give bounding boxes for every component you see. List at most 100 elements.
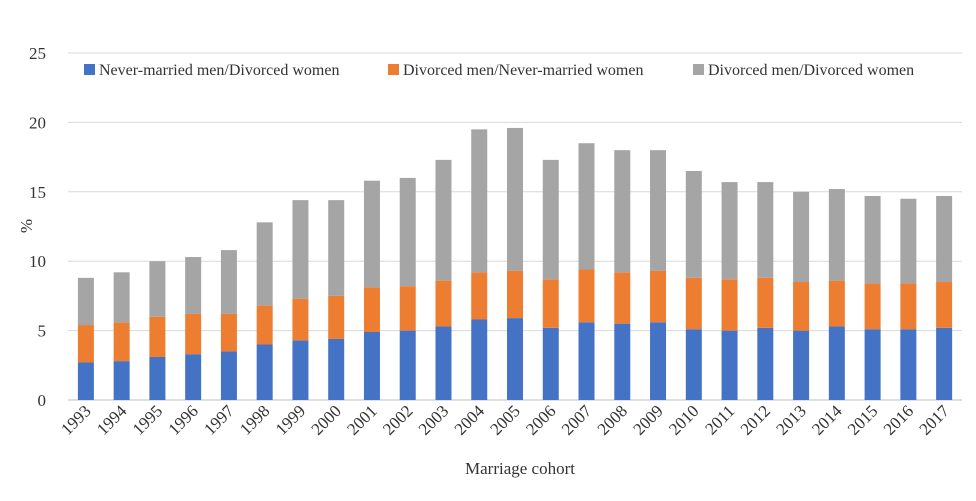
bar-segment — [113, 322, 130, 362]
bar-segment — [578, 269, 595, 323]
bar-segment — [685, 170, 702, 278]
y-axis-title: % — [17, 219, 36, 233]
bar-segment — [256, 222, 273, 306]
bar-segment — [435, 326, 452, 400]
bar-segment — [435, 159, 452, 281]
bar-segment — [185, 354, 202, 400]
x-tick-label: 2008 — [594, 401, 631, 438]
bar-segment — [363, 331, 380, 400]
legend-item: Never-married men/Divorced women — [84, 62, 339, 79]
x-tick-label: 2003 — [415, 401, 452, 438]
bar-segment — [650, 150, 667, 271]
bar-segment — [793, 282, 810, 331]
bar-segment — [399, 286, 416, 331]
x-tick-label: 2012 — [737, 401, 774, 438]
bar-segment — [220, 313, 237, 352]
y-tick-label: 5 — [38, 322, 47, 341]
legend-label: Divorced men/Divorced women — [708, 62, 914, 79]
bar-segment — [650, 270, 667, 323]
bar-segment — [828, 326, 845, 400]
bar-segment — [113, 361, 130, 400]
bar-segment — [363, 180, 380, 288]
bar-segment — [650, 322, 667, 400]
bar-segment — [721, 279, 738, 331]
x-tick-label: 2006 — [522, 401, 559, 438]
bar-segment — [256, 305, 273, 345]
x-tick-label: 2014 — [808, 401, 846, 439]
x-tick-label: 2001 — [343, 401, 380, 438]
x-tick-label: 2016 — [880, 401, 917, 438]
bar-segment — [614, 150, 631, 273]
bar-segment — [864, 283, 881, 330]
x-axis-ticks: 1993199419951996199719981999200020012002… — [57, 401, 953, 439]
x-tick-label: 2004 — [451, 401, 489, 439]
bar-segment — [471, 272, 488, 320]
bar-segment — [900, 198, 917, 284]
bar-segment — [77, 277, 94, 326]
bar-segment — [757, 182, 774, 278]
x-tick-label: 1999 — [272, 401, 309, 438]
bar-segment — [542, 279, 559, 328]
bar-segment — [828, 189, 845, 281]
x-tick-label: 1993 — [57, 401, 94, 438]
x-tick-label: 2017 — [915, 401, 953, 439]
bar-segment — [757, 277, 774, 328]
x-tick-label: 2013 — [772, 401, 809, 438]
bar-segment — [721, 182, 738, 280]
x-tick-label: 1994 — [93, 401, 131, 439]
x-tick-label: 2000 — [308, 401, 345, 438]
legend-swatch — [693, 64, 704, 75]
x-tick-label: 2002 — [379, 401, 416, 438]
bar-segment — [685, 277, 702, 330]
legend-swatch — [84, 64, 95, 75]
bar-segment — [828, 280, 845, 327]
bar-segment — [936, 195, 953, 283]
legend-item: Divorced men/Divorced women — [693, 62, 914, 79]
bar-segment — [936, 282, 953, 328]
bar-segment — [936, 327, 953, 400]
x-tick-label: 2005 — [486, 401, 523, 438]
bar-segment — [328, 200, 345, 296]
bar-segment — [900, 283, 917, 330]
y-tick-label: 15 — [29, 183, 46, 202]
bar-segment — [77, 325, 94, 363]
bar-segment — [578, 143, 595, 270]
legend-label: Divorced men/Never-married women — [403, 62, 643, 79]
bar-segment — [328, 338, 345, 400]
bar-segment — [578, 322, 595, 400]
bar-segment — [113, 272, 130, 323]
bar-segment — [471, 319, 488, 400]
bar-segment — [149, 356, 166, 400]
bar-segment — [614, 272, 631, 324]
y-tick-label: 10 — [29, 252, 46, 271]
bar-segment — [328, 295, 345, 339]
x-tick-label: 2007 — [558, 401, 596, 439]
y-tick-label: 0 — [38, 391, 47, 410]
bar-segment — [220, 250, 237, 314]
bar-segment — [721, 330, 738, 400]
y-axis-ticks: 0 5 10 15 20 25 — [29, 44, 46, 410]
bar-segment — [256, 344, 273, 400]
bar-segment — [399, 330, 416, 400]
bar-segment — [507, 127, 523, 271]
x-tick-label: 2015 — [844, 401, 881, 438]
bar-segment — [185, 257, 202, 314]
bar-segment — [757, 327, 774, 400]
x-tick-label: 1997 — [200, 401, 238, 439]
bar-segment — [864, 195, 881, 284]
legend-swatch — [388, 64, 399, 75]
bar-segment — [149, 261, 166, 317]
bar-segment — [507, 270, 523, 319]
x-tick-label: 1998 — [236, 401, 273, 438]
bar-segment — [292, 298, 309, 341]
bar-segment — [292, 200, 309, 299]
x-axis-title: Marriage cohort — [465, 459, 575, 478]
bar-segment — [220, 351, 237, 400]
x-tick-label: 2011 — [701, 401, 738, 438]
y-tick-label: 20 — [29, 113, 46, 132]
bar-segment — [435, 280, 452, 327]
legend-label: Never-married men/Divorced women — [99, 62, 339, 79]
bars — [77, 127, 953, 400]
